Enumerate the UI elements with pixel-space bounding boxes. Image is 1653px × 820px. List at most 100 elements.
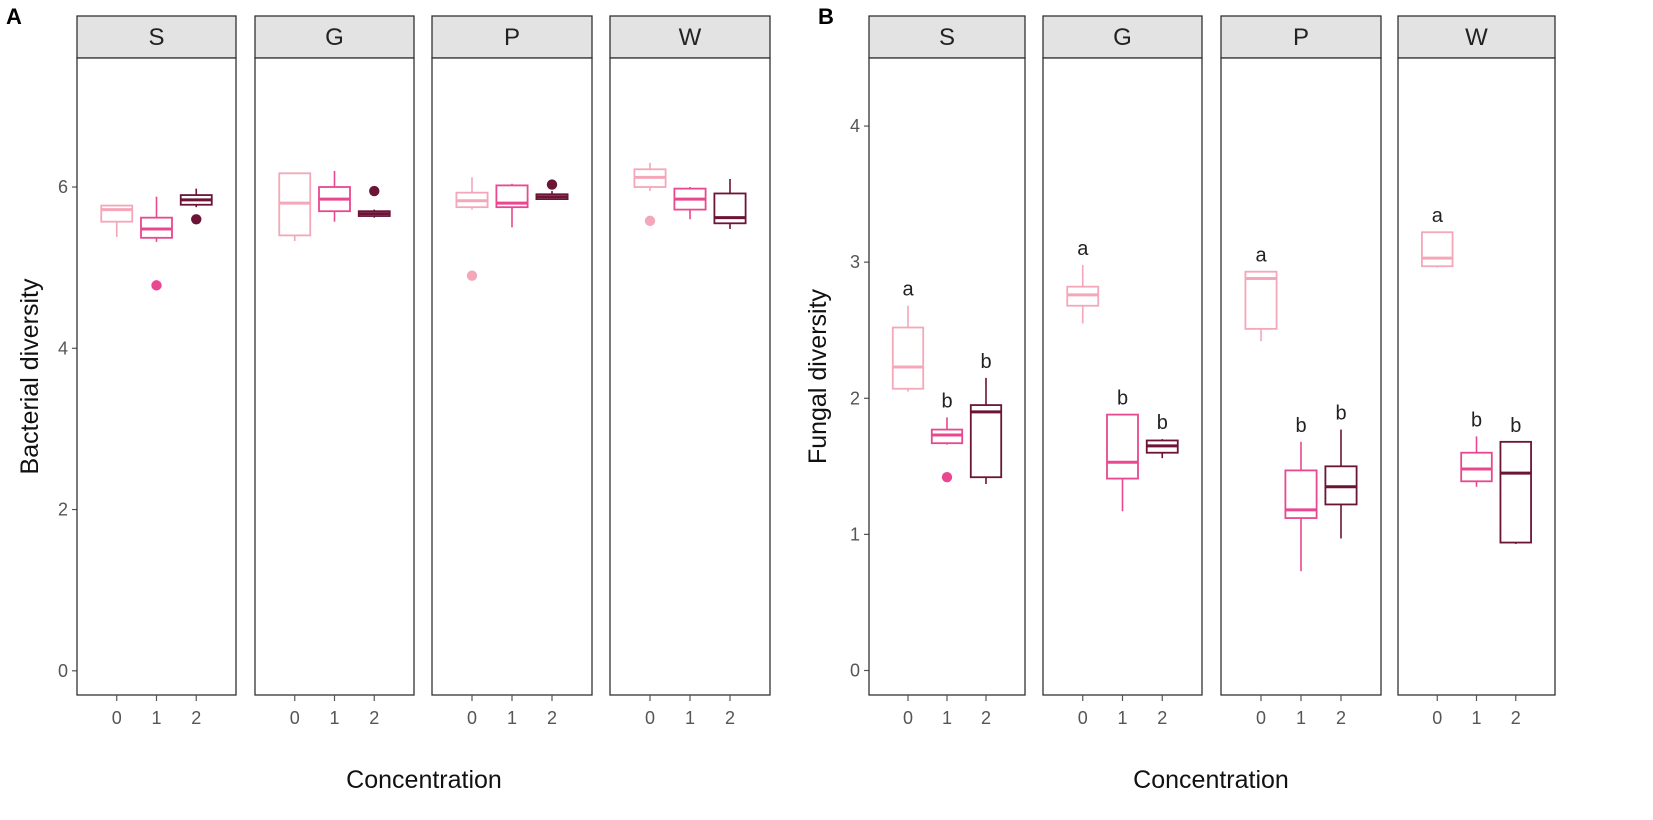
- x-tick-label: 0: [290, 708, 300, 728]
- y-tick-label: 6: [58, 177, 68, 197]
- facet-strip: [1397, 15, 1556, 59]
- facet-strip-label: G: [1113, 24, 1132, 51]
- panel-b: B 0 1 2 3 4 Fungal diversity Concentration S 0 1 2 a…: [804, 4, 1556, 794]
- significance-label: a: [1255, 245, 1267, 267]
- facet-plot-area: [609, 57, 771, 696]
- y-tick-label: 2: [58, 500, 68, 520]
- panel-label-a: A: [6, 4, 22, 29]
- box-iqr: [1106, 413, 1139, 480]
- box-w-0: [633, 162, 667, 227]
- outlier-point: [466, 270, 478, 281]
- facet-plot-area: [1397, 57, 1556, 696]
- significance-label: a: [902, 279, 914, 301]
- box-iqr: [1421, 231, 1454, 268]
- x-tick-label: 2: [981, 708, 991, 728]
- facet-p: P 0 1 2: [431, 15, 593, 728]
- x-tick-label: 1: [1117, 708, 1127, 728]
- x-tick-label: 2: [1336, 708, 1346, 728]
- x-tick-label: 2: [725, 708, 735, 728]
- facet-plot-area: [76, 57, 237, 696]
- facet-strip: [431, 15, 593, 59]
- facet-s: S 0 1 2 a b b: [868, 15, 1026, 728]
- significance-label: b: [1335, 403, 1346, 425]
- facet-strip-label: G: [325, 24, 344, 51]
- significance-label: b: [1510, 415, 1521, 437]
- significance-label: b: [1157, 412, 1168, 434]
- facet-plot-area: [1042, 57, 1203, 696]
- box-g-0: a: [1066, 238, 1100, 324]
- x-tick-label: 1: [507, 708, 517, 728]
- y-tick-label: 3: [850, 252, 860, 272]
- x-tick-label: 0: [1432, 708, 1442, 728]
- x-tick-label: 0: [903, 708, 913, 728]
- panel-a: A 0 2 4 6 Bacterial diversity Concentration S 0 1…: [6, 4, 771, 794]
- box-s-1: b: [930, 390, 964, 483]
- box-s-0: a: [891, 279, 925, 392]
- x-tick-label: 0: [112, 708, 122, 728]
- significance-label: b: [941, 390, 952, 412]
- x-tick-label: 1: [942, 708, 952, 728]
- box-w-2: b: [1499, 415, 1532, 544]
- outlier-point: [644, 215, 656, 227]
- facet-strip-label: W: [679, 24, 702, 51]
- box-p-0: [455, 177, 489, 281]
- x-tick-label: 0: [1256, 708, 1266, 728]
- x-tick-label: 2: [191, 708, 201, 728]
- y-axis-title: Bacterial diversity: [16, 278, 44, 474]
- box-p-0: a: [1244, 245, 1278, 342]
- facet-strip: [609, 15, 771, 59]
- y-tick-label: 4: [58, 338, 68, 358]
- box-g-2: b: [1145, 412, 1179, 459]
- facet-strip: [76, 15, 237, 59]
- x-tick-label: 1: [151, 708, 161, 728]
- significance-label: b: [1117, 388, 1128, 410]
- x-axis-title: Concentration: [1133, 766, 1289, 794]
- box-iqr: [1244, 270, 1278, 330]
- y-tick-label: 4: [850, 116, 860, 136]
- x-tick-label: 0: [1078, 708, 1088, 728]
- facet-w: W 0 1 2 a b b: [1397, 15, 1556, 728]
- box-p-2: [535, 179, 569, 201]
- x-tick-label: 2: [1157, 708, 1167, 728]
- facet-plot-area: [1220, 57, 1382, 696]
- outlier-point: [191, 214, 202, 225]
- x-tick-label: 1: [685, 708, 695, 728]
- box-w-2: [713, 178, 747, 229]
- box-s-2: [179, 188, 213, 225]
- box-p-2: b: [1324, 403, 1358, 539]
- box-iqr: [1499, 440, 1532, 544]
- significance-label: a: [1432, 205, 1444, 227]
- facet-strip-label: S: [939, 24, 955, 51]
- outlier-point: [151, 280, 162, 291]
- x-tick-label: 1: [329, 708, 339, 728]
- facet-strip-label: P: [1293, 24, 1309, 51]
- box-g-1: b: [1106, 388, 1139, 512]
- panel-label-b: B: [818, 4, 834, 29]
- box-p-1: b: [1284, 415, 1318, 572]
- box-w-1: b: [1460, 409, 1493, 487]
- y-tick-label: 1: [850, 524, 860, 544]
- y-tick-label: 0: [58, 661, 68, 681]
- box-p-1: [495, 183, 529, 228]
- facet-w: W 0 1 2: [609, 15, 771, 728]
- facet-strip-label: P: [504, 24, 520, 51]
- box-iqr: [969, 404, 1003, 479]
- outlier-point: [369, 185, 380, 197]
- box-g-0: [278, 172, 312, 242]
- y-tick-label: 0: [850, 661, 860, 681]
- facet-strip: [1220, 15, 1382, 59]
- x-axis-title: Concentration: [346, 766, 502, 794]
- x-tick-label: 1: [1296, 708, 1306, 728]
- box-iqr: [1460, 451, 1493, 483]
- facet-strip-label: W: [1465, 24, 1488, 51]
- box-g-1: [318, 170, 351, 222]
- facet-p: P 0 1 2 a b b: [1220, 15, 1382, 728]
- x-tick-label: 2: [1511, 708, 1521, 728]
- box-s-1: [140, 196, 173, 291]
- x-tick-label: 0: [645, 708, 655, 728]
- box-s-0: [100, 204, 134, 238]
- outlier-point: [941, 472, 953, 483]
- significance-label: b: [980, 351, 991, 373]
- facet-strip: [254, 15, 415, 59]
